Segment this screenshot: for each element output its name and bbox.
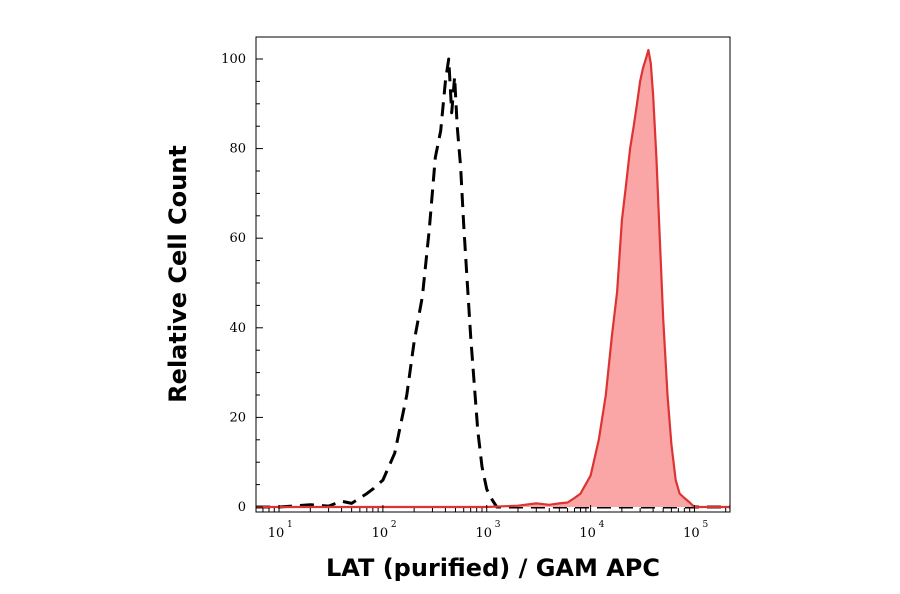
x-tick-base: 10	[372, 526, 389, 541]
y-tick-label: 80	[229, 142, 246, 157]
x-tick-exponent: 5	[702, 520, 708, 530]
y-tick-label: 0	[238, 500, 246, 515]
x-tick-label: 105	[683, 520, 708, 541]
x-tick-label: 103	[475, 520, 500, 541]
series-0-line	[256, 57, 730, 509]
x-tick-exponent: 2	[391, 520, 397, 530]
x-tick-base: 10	[268, 526, 285, 541]
x-tick-base: 10	[683, 526, 700, 541]
y-tick-label: 100	[221, 52, 246, 67]
x-tick-exponent: 4	[599, 520, 605, 530]
series-layer	[256, 48, 730, 509]
y-axis-title: Relative Cell Count	[164, 145, 192, 403]
plot-frame	[255, 36, 731, 513]
x-tick-exponent: 3	[495, 520, 501, 530]
x-tick-exponent: 1	[287, 520, 293, 530]
x-tick-label: 102	[372, 520, 397, 541]
series-1-fill	[256, 50, 730, 507]
x-tick-base: 10	[475, 526, 492, 541]
x-tick-label: 104	[579, 520, 604, 541]
y-axis: 0 20 40 60 80 100	[221, 52, 263, 515]
x-tick-label: 101	[268, 520, 293, 541]
series-1-line	[256, 48, 730, 509]
x-tick-base: 10	[579, 526, 596, 541]
x-axis-title: LAT (purified) / GAM APC	[326, 554, 660, 582]
y-tick-label: 20	[229, 410, 246, 425]
y-tick-label: 60	[229, 231, 246, 246]
y-tick-label: 40	[229, 321, 246, 336]
